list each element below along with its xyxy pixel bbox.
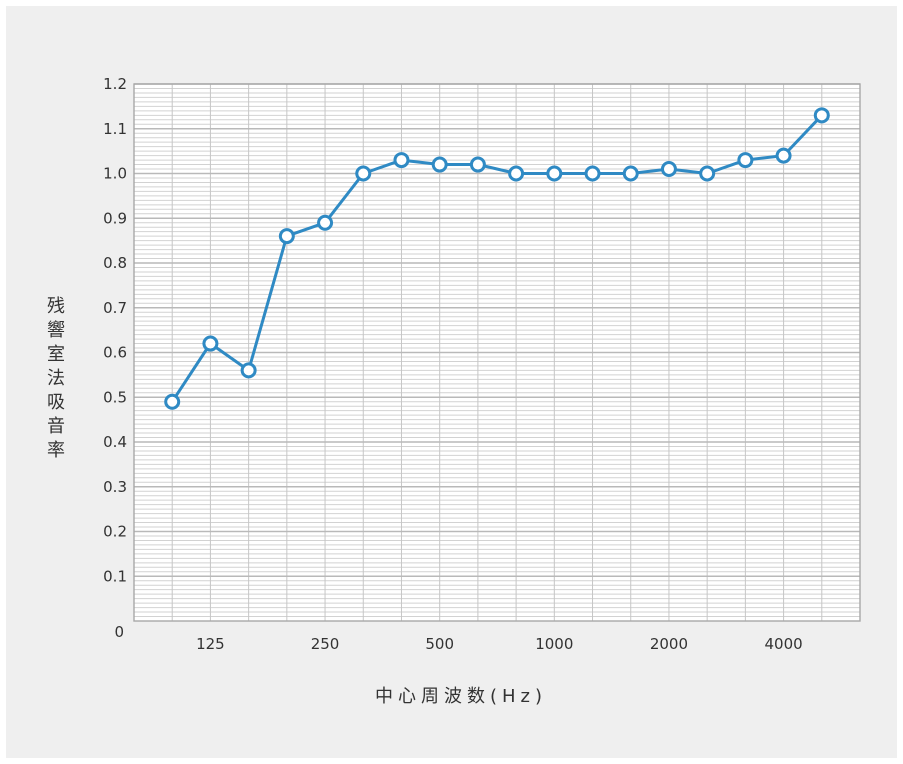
y-tick-label: 0.2 [103,523,127,541]
y-tick-label: 0.4 [103,433,127,451]
y-tick-label: 0.7 [103,299,127,317]
line-chart: 0 0.1 0.2 0.3 0.4 0.5 0.6 0.7 0.8 0.9 1.0 1.1 1.2 125… [103,75,861,653]
x-tick-label: 250 [311,635,340,653]
data-point [813,107,830,124]
x-axis-label: 中心周波数(Hz) [374,686,548,707]
data-point [278,228,295,245]
plot-frame [133,83,861,622]
chart-panel: 0 0.1 0.2 0.3 0.4 0.5 0.6 0.7 0.8 0.9 1.0 1.1 1.2 125… [6,6,897,758]
data-point [699,165,716,182]
x-tick-label: 125 [196,635,225,653]
data-point [622,165,639,182]
y-tick-label: 0.3 [103,478,127,496]
data-point [240,362,257,379]
data-point [775,147,792,164]
data-point [584,165,601,182]
data-point [737,152,754,169]
y-tick-label: 0 [114,623,124,641]
data-point [508,165,525,182]
data-point [546,165,563,182]
data-point [164,393,181,410]
y-axis-label: 残響室法吸音率 [44,296,65,464]
y-tick-label: 0.5 [103,388,127,406]
data-point [660,161,677,178]
y-tick-label: 0.8 [103,254,127,272]
data-point [202,335,219,352]
data-point [393,152,410,169]
x-tick-label: 4000 [764,635,802,653]
y-tick-label: 1.2 [103,75,127,93]
data-point [469,156,486,173]
data-point [317,214,334,231]
y-tick-label: 1.1 [103,120,127,138]
y-tick-label: 0.1 [103,567,127,585]
y-tick-label: 0.9 [103,209,127,227]
x-tick-label: 1000 [535,635,573,653]
y-tick-label: 0.6 [103,344,127,362]
x-tick-label: 2000 [650,635,688,653]
y-tick-label: 1.0 [103,165,127,183]
data-point [431,156,448,173]
data-point [355,165,372,182]
x-tick-label: 500 [425,635,454,653]
